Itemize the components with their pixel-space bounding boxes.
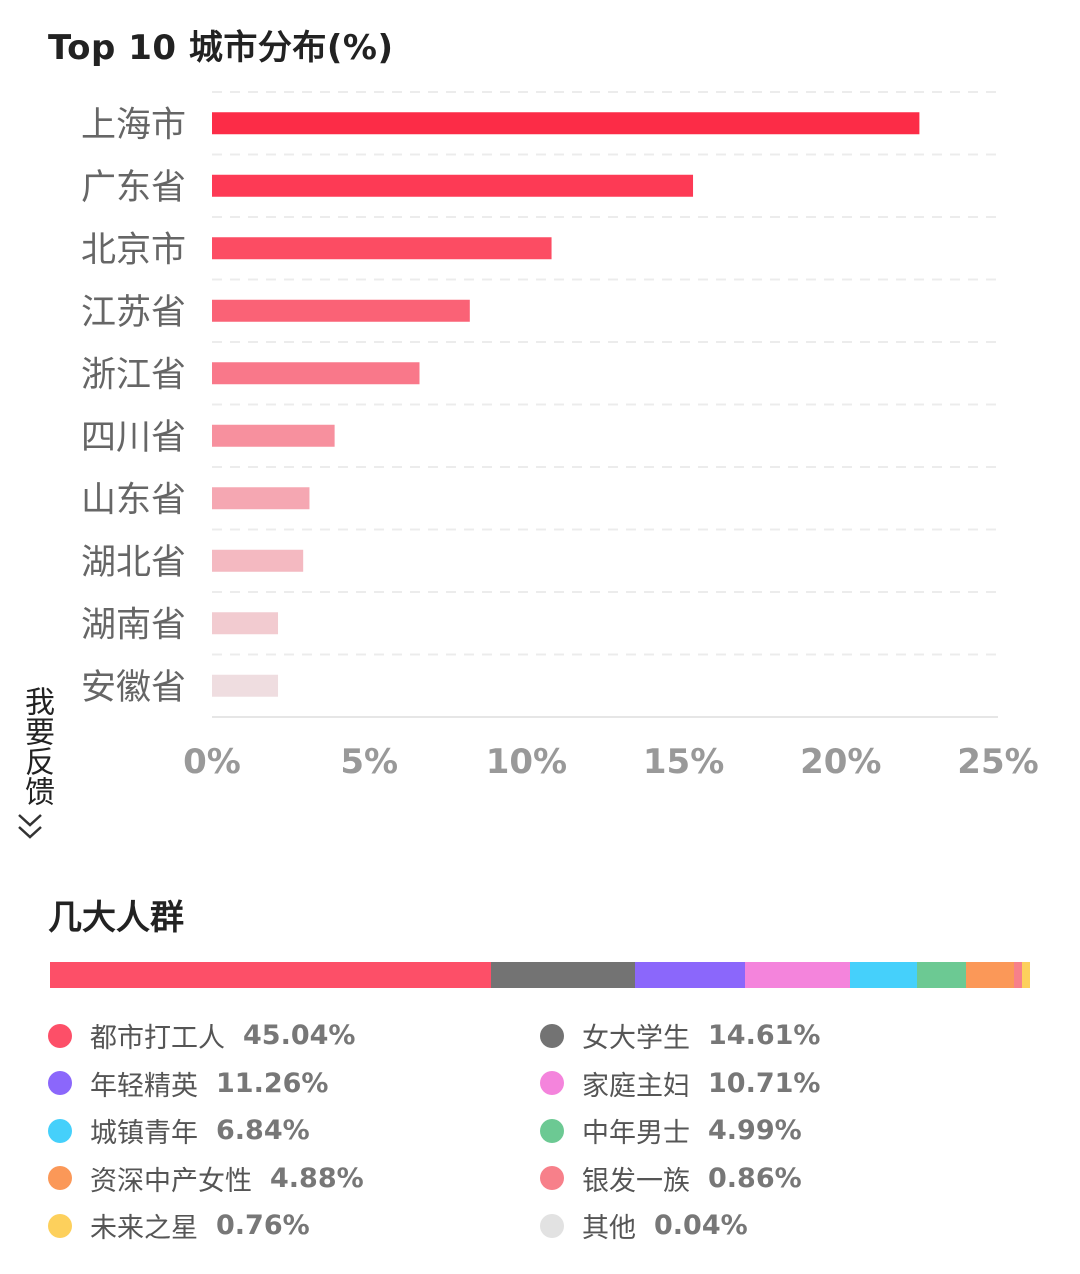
category-label: 四川省 xyxy=(81,418,186,458)
stack-segment[interactable] xyxy=(50,962,492,988)
bar[interactable] xyxy=(212,174,694,197)
stack-segment[interactable] xyxy=(849,962,917,988)
legend-item[interactable]: 女大学生 14.61% xyxy=(540,1012,1032,1060)
x-tick-label: 20% xyxy=(800,742,881,782)
legend-name: 城镇青年 xyxy=(90,1118,198,1150)
legend-name: 家庭主妇 xyxy=(582,1070,690,1102)
audience-stacked-bar xyxy=(50,962,1030,988)
audience-chart-title: 几大人群 xyxy=(48,898,184,938)
stack-segment[interactable] xyxy=(491,962,635,988)
legend-value: 11.26% xyxy=(216,1067,329,1099)
category-label: 上海市 xyxy=(81,105,186,145)
legend-value: 6.84% xyxy=(216,1115,310,1147)
legend-dot xyxy=(540,1118,564,1143)
category-label: 湖南省 xyxy=(81,605,186,645)
legend-name: 资深中产女性 xyxy=(90,1165,252,1197)
legend-name: 女大学生 xyxy=(582,1023,690,1055)
bar[interactable] xyxy=(212,237,552,260)
stack-segment[interactable] xyxy=(744,962,850,988)
legend-value: 14.61% xyxy=(708,1020,821,1052)
category-label: 湖北省 xyxy=(81,543,186,583)
stack-segment[interactable] xyxy=(634,962,745,988)
legend-name: 中年男士 xyxy=(582,1118,690,1150)
legend-dot xyxy=(48,1213,72,1238)
x-tick-label: 10% xyxy=(486,742,567,782)
legend-dot xyxy=(48,1071,72,1096)
audience-legend: 都市打工人 45.04% 女大学生 14.61% 年轻精英 11.26% 家庭主妇 10.71… xyxy=(48,1012,1048,1250)
legend-item[interactable]: 城镇青年 6.84% xyxy=(48,1107,540,1155)
legend-item[interactable]: 家庭主妇 10.71% xyxy=(540,1060,1032,1108)
category-label: 北京市 xyxy=(81,230,186,270)
category-label: 安徽省 xyxy=(81,668,186,708)
double-chevron-down-icon xyxy=(18,814,42,839)
legend-dot xyxy=(540,1166,564,1191)
legend-value: 10.71% xyxy=(708,1067,821,1099)
legend-item[interactable]: 资深中产女性 4.88% xyxy=(48,1155,540,1203)
legend-dot xyxy=(540,1213,564,1238)
legend-dot xyxy=(48,1118,72,1143)
legend-name: 银发一族 xyxy=(582,1165,690,1197)
category-label: 广东省 xyxy=(81,168,186,208)
legend-name: 未来之星 xyxy=(90,1213,198,1245)
feedback-button[interactable]: 我要反馈 xyxy=(16,686,56,842)
legend-item[interactable]: 其他 0.04% xyxy=(540,1202,1032,1250)
bar[interactable] xyxy=(212,299,470,322)
legend-item[interactable]: 都市打工人 45.04% xyxy=(48,1012,540,1060)
feedback-label: 我要反馈 xyxy=(19,686,54,806)
bar[interactable] xyxy=(212,549,304,572)
category-label: 江苏省 xyxy=(81,293,186,333)
stack-segment[interactable] xyxy=(916,962,966,988)
bar[interactable] xyxy=(212,674,279,697)
bar[interactable] xyxy=(212,487,310,510)
legend-item[interactable]: 中年男士 4.99% xyxy=(540,1107,1032,1155)
stack-segment[interactable] xyxy=(1013,962,1023,988)
legend-dot xyxy=(540,1023,564,1048)
city-chart-title: Top 10 城市分布(%) xyxy=(48,28,394,68)
x-tick-label: 5% xyxy=(340,742,398,782)
x-tick-label: 0% xyxy=(183,742,241,782)
legend-value: 4.88% xyxy=(270,1162,364,1194)
legend-name: 年轻精英 xyxy=(90,1070,198,1102)
bar[interactable] xyxy=(212,612,279,635)
bar[interactable] xyxy=(212,424,335,447)
category-label: 山东省 xyxy=(81,480,186,520)
legend-name: 都市打工人 xyxy=(90,1023,225,1055)
legend-value: 0.04% xyxy=(654,1210,748,1242)
x-tick-label: 15% xyxy=(643,742,724,782)
legend-value: 4.99% xyxy=(708,1115,802,1147)
legend-item[interactable]: 未来之星 0.76% xyxy=(48,1202,540,1250)
legend-dot xyxy=(48,1166,72,1191)
legend-value: 45.04% xyxy=(243,1020,356,1052)
bar[interactable] xyxy=(212,112,920,135)
legend-name: 其他 xyxy=(582,1213,636,1245)
legend-item[interactable]: 银发一族 0.86% xyxy=(540,1155,1032,1203)
stack-segment[interactable] xyxy=(1022,962,1030,988)
bar[interactable] xyxy=(212,362,420,385)
category-label: 浙江省 xyxy=(81,355,186,395)
legend-item[interactable]: 年轻精英 11.26% xyxy=(48,1060,540,1108)
legend-dot xyxy=(540,1071,564,1096)
legend-value: 0.86% xyxy=(708,1162,802,1194)
legend-value: 0.76% xyxy=(216,1210,310,1242)
stack-segment[interactable] xyxy=(965,962,1014,988)
x-tick-label: 25% xyxy=(957,742,1038,782)
legend-dot xyxy=(48,1023,72,1048)
